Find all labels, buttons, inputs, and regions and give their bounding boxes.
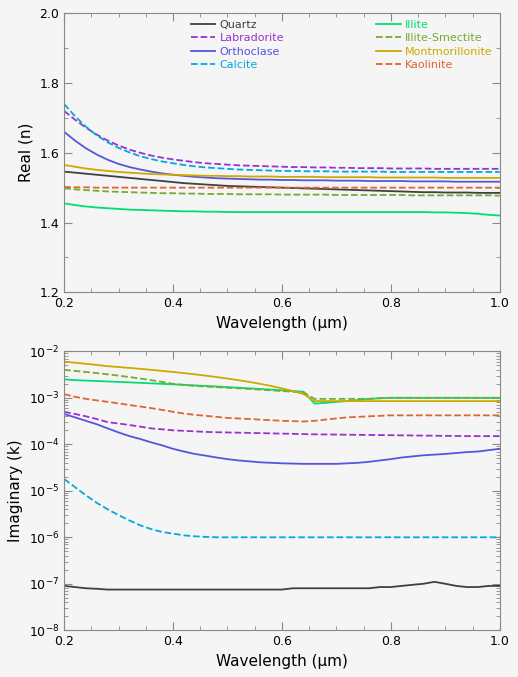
X-axis label: Wavelength (μm): Wavelength (μm) bbox=[216, 315, 348, 330]
Y-axis label: Real (n): Real (n) bbox=[19, 123, 34, 183]
Y-axis label: Imaginary (k): Imaginary (k) bbox=[8, 439, 23, 542]
X-axis label: Wavelength (μm): Wavelength (μm) bbox=[216, 654, 348, 669]
Legend: Illite, Illite-Smectite, Montmorillonite, Kaolinite: Illite, Illite-Smectite, Montmorillonite… bbox=[372, 16, 497, 74]
